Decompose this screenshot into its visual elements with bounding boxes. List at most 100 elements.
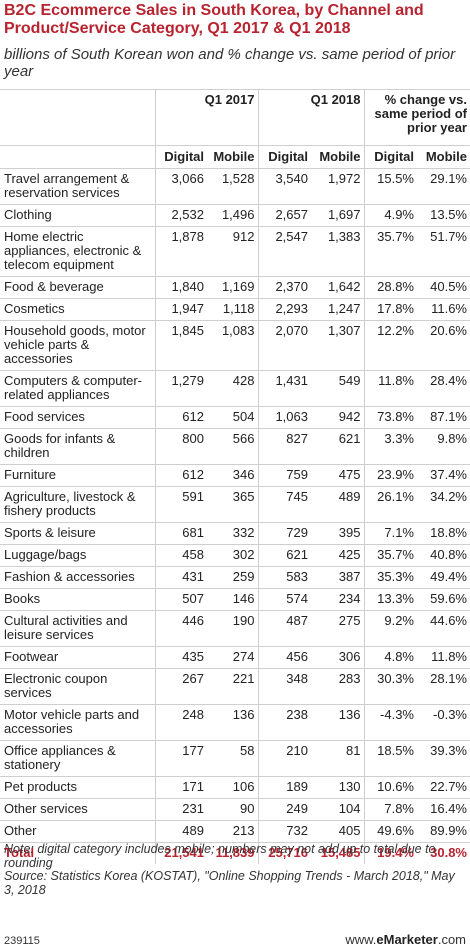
cell-value: 275 <box>311 610 364 647</box>
cell-value: 274 <box>207 646 258 669</box>
cell-value: 4.8% <box>363 646 417 669</box>
table-row: Other services 231 90 249 104 7.8% 16.4% <box>0 798 470 821</box>
table-row: Total 21,541 11,839 25,716 15,485 19.4% 30.8% <box>0 842 470 864</box>
cell-value: 104 <box>311 798 364 821</box>
cell-value: 2,547 <box>257 226 311 277</box>
cell-value: 39.3% <box>417 740 470 777</box>
cell-value: 11.6% <box>417 298 470 321</box>
cell-value: 3,066 <box>154 168 207 205</box>
table-row: Other 489 213 732 405 49.6% 89.9% <box>0 820 470 843</box>
cell-value: 13.3% <box>363 588 417 611</box>
row-label: Luggage/bags <box>0 544 155 567</box>
row-label: Sports & leisure <box>0 522 155 545</box>
row-label: Fashion & accessories <box>0 566 155 589</box>
cell-value: 681 <box>154 522 207 545</box>
row-label: Goods for infants & children <box>0 428 155 465</box>
table-body: Q1 2017 Q1 2018% change vs. same period o… <box>0 89 470 864</box>
cell-value: 9.8% <box>417 428 470 465</box>
cell-value: 1,063 <box>257 406 311 429</box>
cell-value: 35.3% <box>363 566 417 589</box>
row-label: Electronic coupon services <box>0 668 155 705</box>
column-header: Digital <box>363 145 417 169</box>
cell-value: 487 <box>257 610 311 647</box>
row-label: Other <box>0 820 155 843</box>
group-header: Q1 2018 <box>257 89 364 146</box>
table-row: Agriculture, livestock & fishery product… <box>0 486 470 523</box>
cell-value: 395 <box>311 522 364 545</box>
cell-value: 90 <box>207 798 258 821</box>
row-label: Household goods, motor vehicle parts & a… <box>0 320 155 371</box>
cell-value: 1,279 <box>154 370 207 407</box>
table-row: Goods for infants & children 800 566 827 621… <box>0 428 470 465</box>
cell-value: 15.5% <box>363 168 417 205</box>
cell-value: 1,528 <box>207 168 258 205</box>
column-header: Mobile <box>311 145 364 169</box>
cell-value: 504 <box>207 406 258 429</box>
cell-value: 25,716 <box>257 842 311 864</box>
cell-value: 136 <box>207 704 258 741</box>
table-row: Pet products 171 106 189 130 10.6% 22.7% <box>0 776 470 799</box>
cell-value: 621 <box>257 544 311 567</box>
cell-value: 213 <box>207 820 258 843</box>
cell-value: 9.2% <box>363 610 417 647</box>
cell-value: 745 <box>257 486 311 523</box>
cell-value: 89.9% <box>417 820 470 843</box>
cell-value: 1,383 <box>311 226 364 277</box>
cell-value: 234 <box>311 588 364 611</box>
row-label: Motor vehicle parts and accessories <box>0 704 155 741</box>
cell-value: 405 <box>311 820 364 843</box>
cell-value: 49.6% <box>363 820 417 843</box>
cell-value: 259 <box>207 566 258 589</box>
cell-value: 267 <box>154 668 207 705</box>
column-header-row: Digital Mobile Digital Mobile Digital Mobile <box>0 145 470 169</box>
cell-value: 2,293 <box>257 298 311 321</box>
cell-value: 574 <box>257 588 311 611</box>
cell-value: 729 <box>257 522 311 545</box>
cell-value: 248 <box>154 704 207 741</box>
note: Source: Statistics Korea (KOSTAT), "Onli… <box>4 869 455 897</box>
cell-value: 1,697 <box>311 204 364 227</box>
cell-value: 16.4% <box>417 798 470 821</box>
cell-value: 189 <box>257 776 311 799</box>
cell-value: 18.8% <box>417 522 470 545</box>
cell-value: 283 <box>311 668 364 705</box>
cell-value: 387 <box>311 566 364 589</box>
cell-value: 2,070 <box>257 320 311 371</box>
cell-value: 17.8% <box>363 298 417 321</box>
row-label: Office appliances & stationery <box>0 740 155 777</box>
cell-value: 1,431 <box>257 370 311 407</box>
cell-value: 130 <box>311 776 364 799</box>
cell-value: 87.1% <box>417 406 470 429</box>
column-header: Mobile <box>207 145 258 169</box>
row-label: Home electric appliances, electronic & t… <box>0 226 155 277</box>
cell-value: 583 <box>257 566 311 589</box>
cell-value: 23.9% <box>363 464 417 487</box>
row-label: Food & beverage <box>0 276 155 299</box>
table-row: Cultural activities and leisure services… <box>0 610 470 647</box>
cell-value: 58 <box>207 740 258 777</box>
row-label: Books <box>0 588 155 611</box>
cell-value: 612 <box>154 406 207 429</box>
column-header: Mobile <box>417 145 470 169</box>
cell-value: 566 <box>207 428 258 465</box>
cell-value: 1,845 <box>154 320 207 371</box>
group-header-row: Q1 2017 Q1 2018% change vs. same period o… <box>0 89 470 146</box>
header-empty <box>0 145 155 169</box>
cell-value: 30.8% <box>430 845 467 860</box>
row-label: Clothing <box>0 204 155 227</box>
cell-value: 942 <box>311 406 364 429</box>
cell-value: 11.8% <box>417 646 470 669</box>
table-row: Footwear 435 274 456 306 4.8% 11.8% <box>0 646 470 669</box>
cell-value: 446 <box>154 610 207 647</box>
cell-value: -0.3% <box>417 704 470 741</box>
cell-value: 81 <box>311 740 364 777</box>
cell-value: 19.4% <box>363 842 417 864</box>
cell-value: 306 <box>311 646 364 669</box>
cell-value: 10.6% <box>363 776 417 799</box>
cell-value: 12.2% <box>363 320 417 371</box>
cell-value: 106 <box>207 776 258 799</box>
cell-value: 549 <box>311 370 364 407</box>
cell-value: 431 <box>154 566 207 589</box>
cell-value: 26.1% <box>363 486 417 523</box>
cell-value: 221 <box>207 668 258 705</box>
